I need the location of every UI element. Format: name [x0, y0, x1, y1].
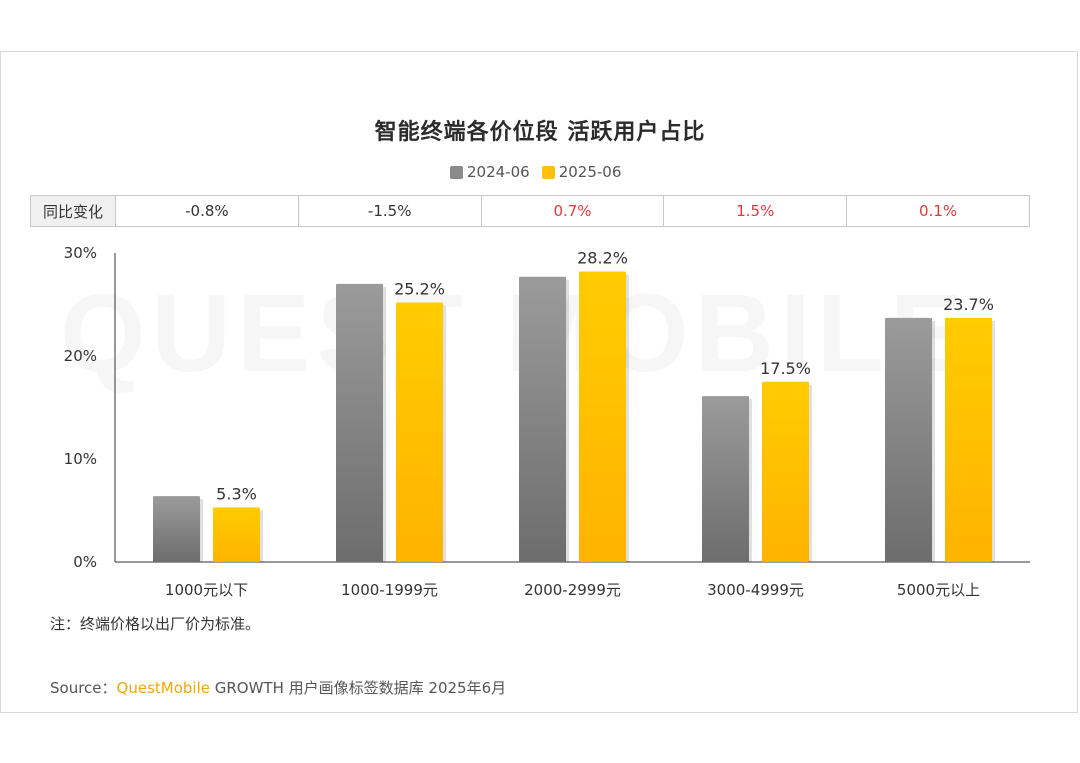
- chart-title: 智能终端各价位段 活跃用户占比: [374, 120, 706, 145]
- data-label: 25.2%: [394, 279, 445, 298]
- yoy-cell: -1.5%: [297, 195, 482, 227]
- yoy-change-table: 同比变化 -0.8% -1.5% 0.7% 1.5% 0.1%: [30, 195, 1030, 227]
- y-tick-label: 30%: [64, 244, 97, 262]
- x-tick-label: 1000元以下: [165, 581, 248, 599]
- source-line: Source：QuestMobile GROWTH 用户画像标签数据库 2025…: [50, 677, 506, 698]
- source-brand: QuestMobile: [116, 679, 210, 697]
- bar-2024-06: [336, 283, 383, 562]
- bar-2025-06: [945, 317, 992, 562]
- bar-2025-06: [396, 302, 443, 562]
- legend-swatch: [450, 165, 463, 179]
- x-tick-label: 1000-1999元: [341, 581, 438, 599]
- y-tick-label: 10%: [64, 450, 97, 468]
- legend-swatch: [541, 165, 555, 179]
- data-label: 17.5%: [760, 359, 811, 378]
- x-tick-label: 3000-4999元: [707, 581, 804, 599]
- yoy-cell: -0.8%: [115, 195, 299, 227]
- bar-2024-06: [153, 496, 200, 562]
- bar-2024-06: [885, 317, 932, 562]
- bar-2024-06: [702, 396, 749, 562]
- source-text: GROWTH 用户画像标签数据库 2025年6月: [209, 679, 507, 697]
- footnote: 注：终端价格以出厂价为标准。: [50, 615, 261, 633]
- data-label: 5.3%: [216, 484, 257, 503]
- y-tick-label: 20%: [64, 347, 97, 365]
- data-label: 23.7%: [943, 295, 994, 314]
- x-tick-label: 5000元以上: [897, 581, 980, 599]
- legend-item-2024: 2024-06: [450, 163, 530, 181]
- bar-2025-06: [213, 507, 260, 562]
- legend-item-2025: 2025-06: [541, 163, 622, 181]
- bar-chart: 0% 10% 20% 30% 5.3% 1000元以下 25.2% 1000-1999元 28.…: [64, 244, 1030, 599]
- legend: 2024-06 2025-06: [450, 162, 627, 182]
- yoy-cell: 1.5%: [663, 195, 848, 227]
- yoy-header: 同比变化: [30, 195, 116, 227]
- bar-2025-06: [762, 381, 809, 562]
- y-tick-label: 0%: [73, 553, 97, 571]
- x-tick-label: 2000-2999元: [524, 581, 621, 599]
- source-prefix: Source：: [50, 679, 117, 697]
- legend-label: 2025-06: [558, 163, 622, 181]
- data-label: 28.2%: [577, 249, 628, 268]
- yoy-cell: 0.7%: [480, 195, 665, 227]
- bar-2025-06: [579, 271, 626, 562]
- bar-2024-06: [519, 276, 566, 562]
- yoy-cell: 0.1%: [846, 195, 1030, 227]
- legend-label: 2024-06: [467, 163, 530, 181]
